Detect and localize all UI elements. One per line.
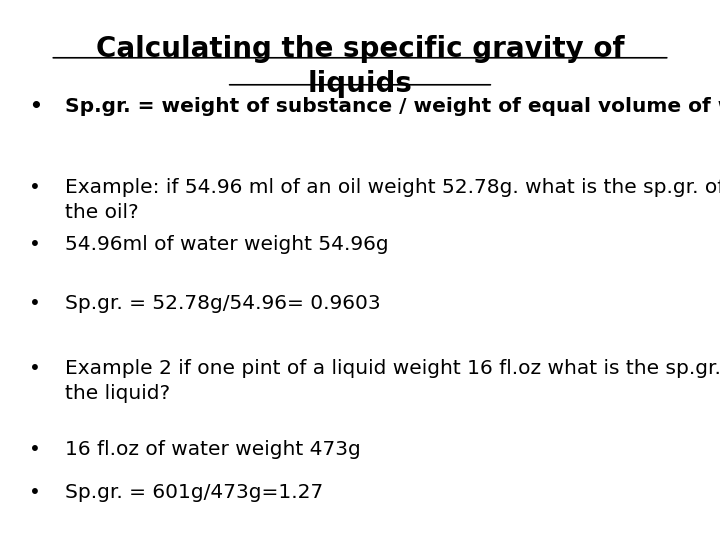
Text: 16 fl.oz of water weight 473g: 16 fl.oz of water weight 473g bbox=[65, 440, 361, 459]
Text: •: • bbox=[29, 440, 40, 459]
Text: Example 2 if one pint of a liquid weight 16 fl.oz what is the sp.gr. of
the liqu: Example 2 if one pint of a liquid weight… bbox=[65, 359, 720, 403]
Text: •: • bbox=[29, 178, 40, 197]
Text: •: • bbox=[29, 359, 40, 378]
Text: •: • bbox=[29, 235, 40, 254]
Text: •: • bbox=[29, 483, 40, 502]
Text: Sp.gr. = 601g/473g=1.27: Sp.gr. = 601g/473g=1.27 bbox=[65, 483, 323, 502]
Text: Sp.gr. = 52.78g/54.96= 0.9603: Sp.gr. = 52.78g/54.96= 0.9603 bbox=[65, 294, 380, 313]
Text: Sp.gr. = weight of substance / weight of equal volume of water: Sp.gr. = weight of substance / weight of… bbox=[65, 97, 720, 116]
Text: 54.96ml of water weight 54.96g: 54.96ml of water weight 54.96g bbox=[65, 235, 388, 254]
Text: Calculating the specific gravity of
liquids: Calculating the specific gravity of liqu… bbox=[96, 35, 624, 98]
Text: •: • bbox=[29, 294, 40, 313]
Text: •: • bbox=[29, 97, 42, 116]
Text: Example: if 54.96 ml of an oil weight 52.78g. what is the sp.gr. of
the oil?: Example: if 54.96 ml of an oil weight 52… bbox=[65, 178, 720, 222]
